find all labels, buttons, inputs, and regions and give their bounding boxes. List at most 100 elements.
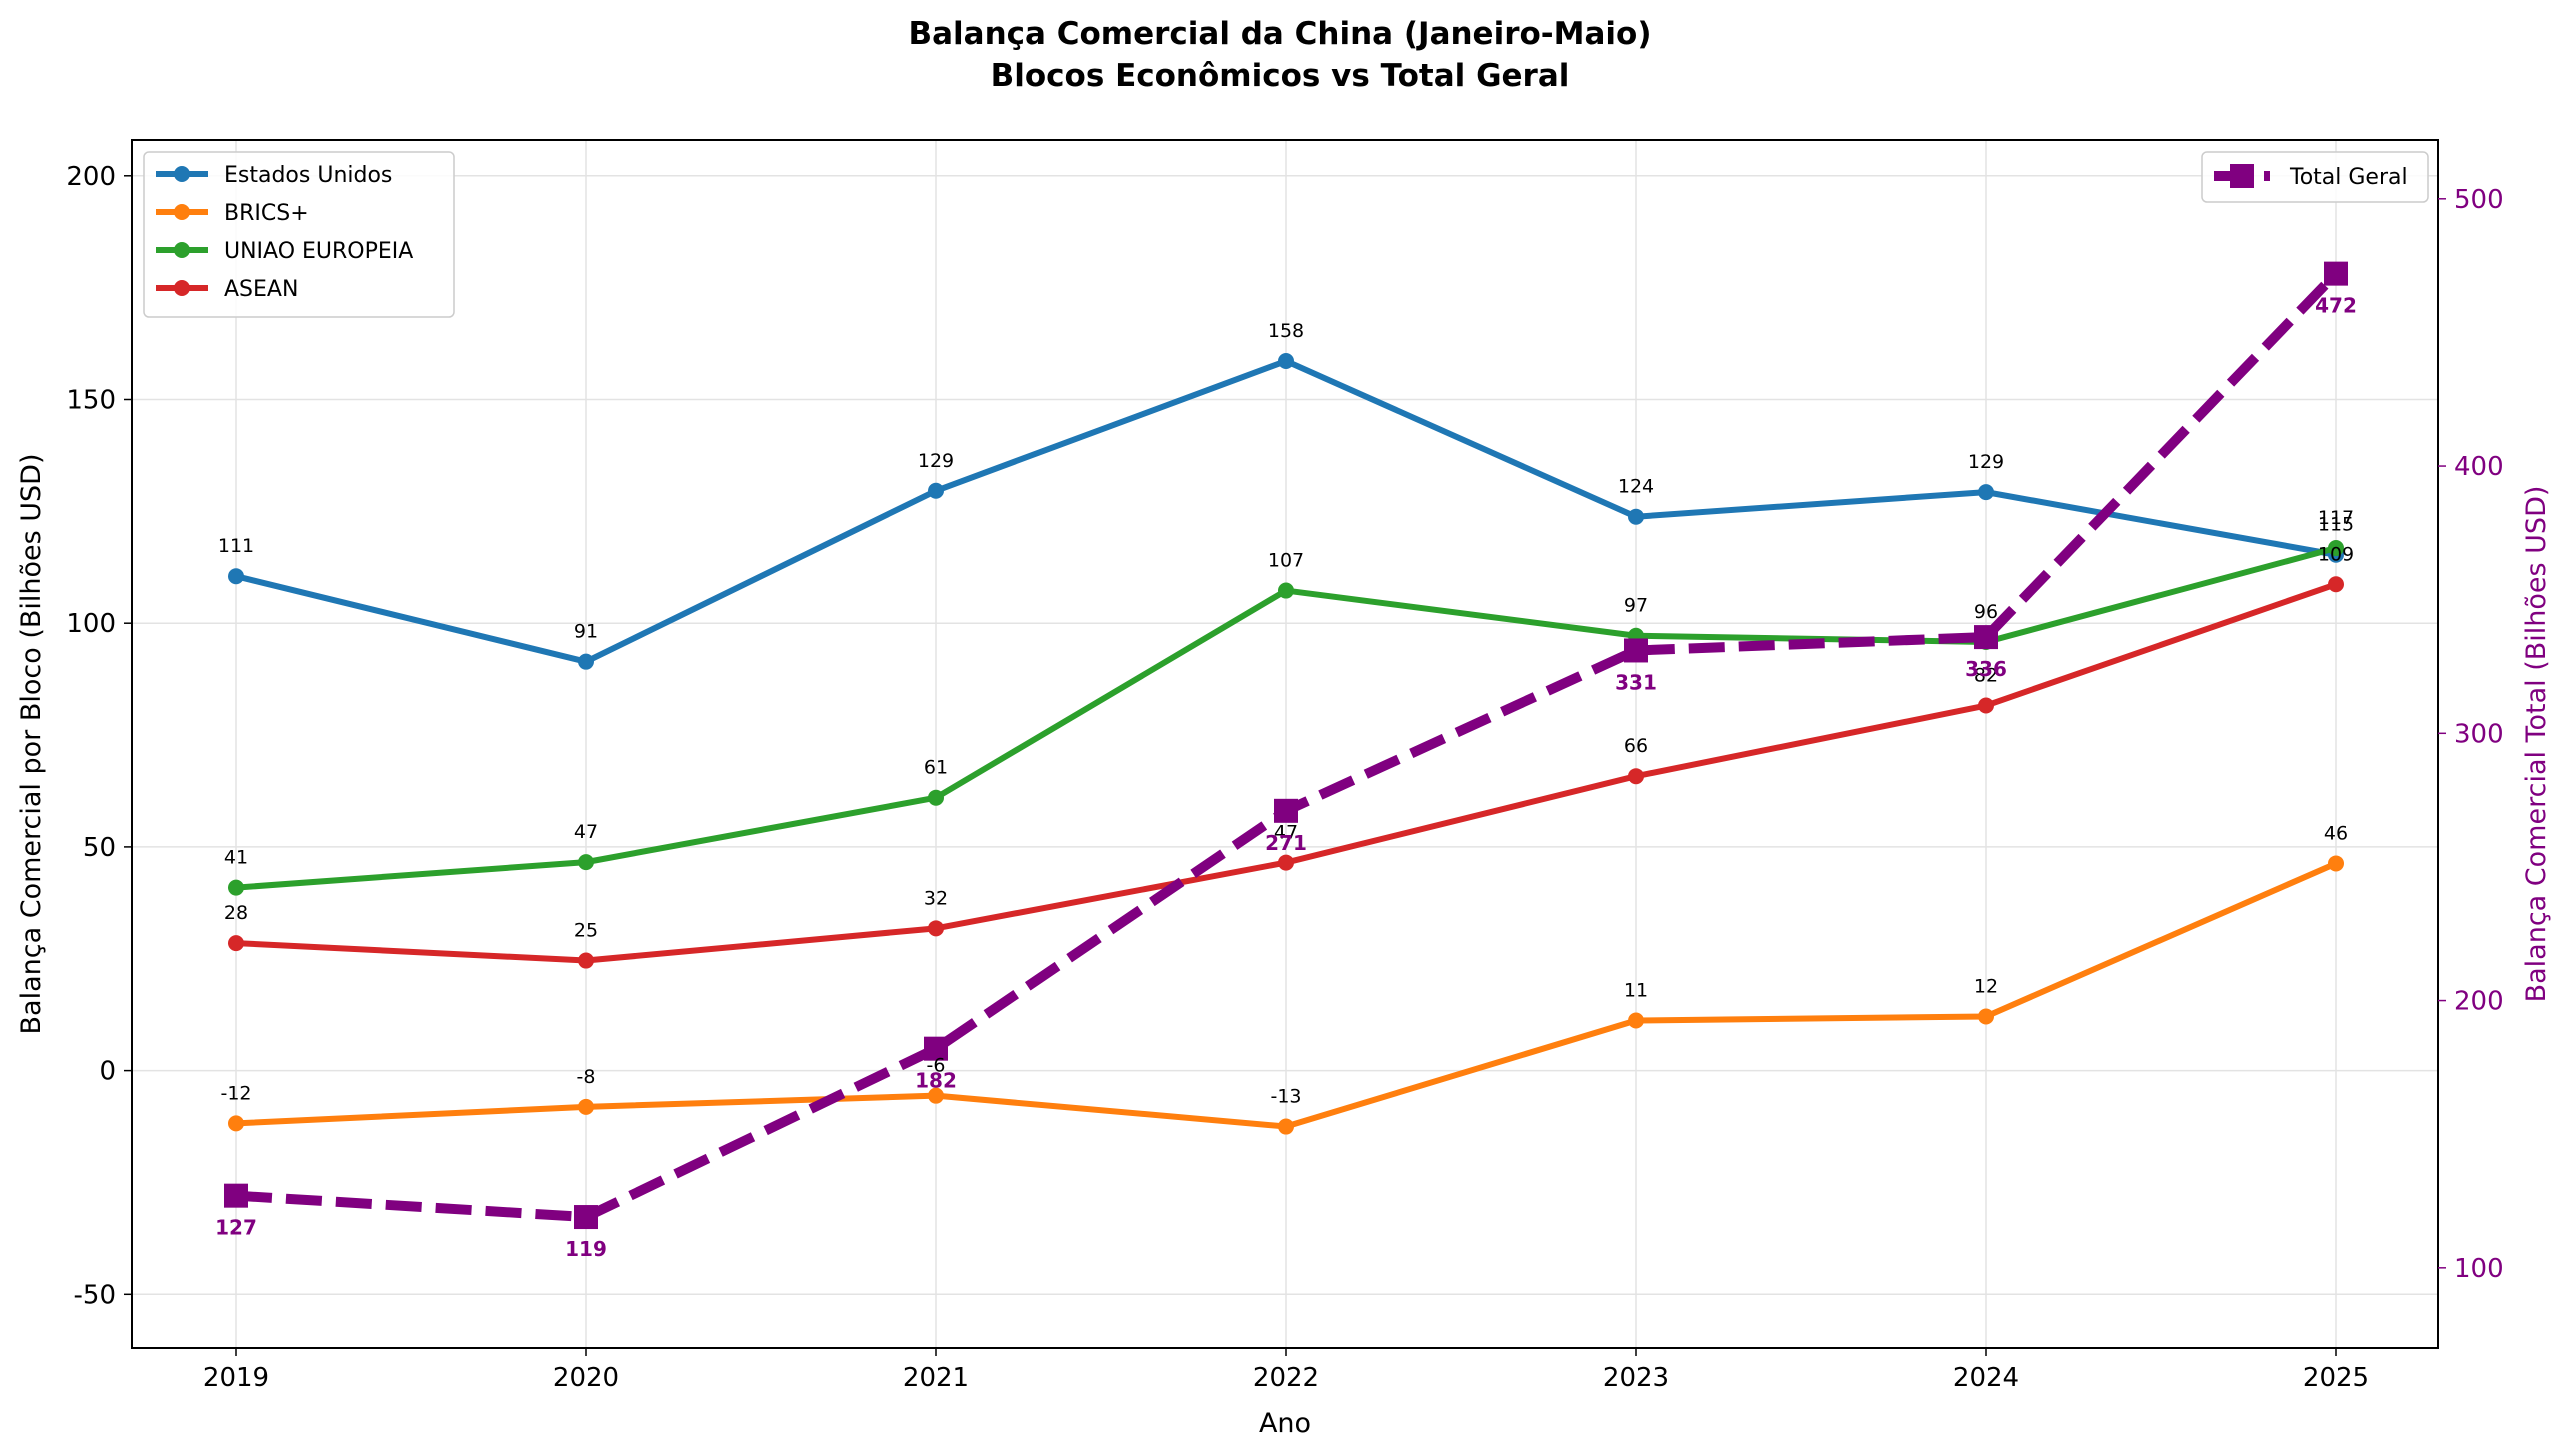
data-label-brics-: -6 <box>927 1055 946 1077</box>
data-label-brics-: -8 <box>577 1066 596 1088</box>
series-point-asean <box>1628 768 1644 785</box>
data-label-brics-: -12 <box>220 1082 251 1104</box>
y-right-tick-label: 300 <box>2454 719 2504 749</box>
plot-frame <box>131 139 2439 1349</box>
x-axis-label: Ano <box>1259 1408 1311 1439</box>
series-point-asean <box>928 920 944 937</box>
data-label-total-geral: 182 <box>915 1069 957 1093</box>
series-point-total-geral <box>2324 261 2348 286</box>
y-right-tick-label: 500 <box>2454 185 2504 215</box>
chart-title: Balança Comercial da China (Janeiro-Maio… <box>908 16 1651 52</box>
series-point-estados-unidos <box>1628 508 1644 525</box>
series-point-uniao-europeia <box>578 854 594 871</box>
x-tick-label: 2025 <box>2303 1363 2369 1393</box>
data-label-asean: 109 <box>2318 543 2354 565</box>
y-right-tick-label: 200 <box>2454 987 2504 1017</box>
data-label-total-geral: 119 <box>565 1237 607 1261</box>
data-label-total-geral: 127 <box>215 1216 257 1240</box>
data-label-estados-unidos: 129 <box>918 450 954 472</box>
data-label-estados-unidos: 91 <box>574 621 598 643</box>
x-tick-label: 2020 <box>553 1363 619 1393</box>
y-tick-label: 50 <box>83 833 116 863</box>
series-point-total-geral <box>224 1183 248 1208</box>
y-tick-label: 200 <box>66 162 116 192</box>
legend-entry-label: Estados Unidos <box>224 163 392 188</box>
data-label-uniao-europeia: 117 <box>2318 507 2354 529</box>
legend-marker <box>174 204 190 220</box>
series-point-estados-unidos <box>228 568 244 585</box>
y-right-tick-label: 400 <box>2454 452 2504 482</box>
series-point-uniao-europeia <box>228 879 244 896</box>
legend-marker <box>2230 164 2254 188</box>
series-point-asean <box>578 952 594 969</box>
y-axis-right-label: Balança Comercial Total (Bilhões USD) <box>2521 486 2552 1003</box>
series-point-total-geral <box>574 1205 598 1230</box>
series-point-brics- <box>1278 1118 1294 1135</box>
series-point-brics- <box>1978 1008 1994 1025</box>
series-point-estados-unidos <box>928 482 944 499</box>
legend-entry-label: Total Geral <box>2289 165 2408 190</box>
y-tick-label: 100 <box>66 609 116 639</box>
chart-subtitle: Blocos Econômicos vs Total Geral <box>991 58 1570 94</box>
data-label-uniao-europeia: 41 <box>224 847 248 869</box>
series-point-brics- <box>928 1087 944 1104</box>
series-point-brics- <box>228 1115 244 1132</box>
legend-entry-label: UNIAO EUROPEIA <box>224 239 413 264</box>
data-label-estados-unidos: 124 <box>1618 476 1654 498</box>
data-label-total-geral: 271 <box>1265 831 1307 855</box>
legend-frame <box>2201 151 2429 203</box>
legend-entry-label: ASEAN <box>224 277 298 302</box>
series-point-brics- <box>1628 1012 1644 1029</box>
series-point-total-geral <box>1274 798 1298 823</box>
legend-marker <box>174 280 190 296</box>
series-layer <box>224 261 2348 1230</box>
data-label-asean: 47 <box>1274 822 1298 844</box>
y-axis-label: Balança Comercial por Bloco (Bilhões USD… <box>16 454 47 1035</box>
data-label-asean: 32 <box>924 887 948 909</box>
legend-blocks: Estados Unidos BRICS+ UNIAO EUROPEIA ASEAN <box>143 151 455 318</box>
data-label-uniao-europeia: 97 <box>1624 595 1648 617</box>
x-tick-label: 2023 <box>1603 1363 1669 1393</box>
axis-ticks: 2019 2020 2021 2022 2023 2024 2025 -50 0 50 100 150… <box>66 162 2503 1393</box>
series-point-uniao-europeia <box>1278 582 1294 599</box>
series-point-asean <box>1978 697 1994 714</box>
data-label-uniao-europeia: 96 <box>1974 601 1998 623</box>
legend-frame <box>143 151 455 318</box>
x-tick-label: 2022 <box>1253 1363 1319 1393</box>
x-tick-label: 2024 <box>1953 1363 2019 1393</box>
data-label-total-geral: 472 <box>2315 294 2357 318</box>
legend-marker <box>174 242 190 258</box>
data-label-estados-unidos: 158 <box>1268 320 1304 342</box>
series-point-total-geral <box>1624 638 1648 663</box>
data-label-brics-: 12 <box>1974 975 1998 997</box>
series-point-brics- <box>2328 855 2344 872</box>
y-tick-label: 0 <box>99 1057 116 1087</box>
data-label-total-geral: 331 <box>1615 670 1657 694</box>
series-point-brics- <box>578 1098 594 1115</box>
data-label-total-geral: 336 <box>1965 657 2007 681</box>
data-label-asean: 28 <box>224 902 248 924</box>
data-label-estados-unidos: 111 <box>218 535 254 557</box>
series-point-total-geral <box>924 1036 948 1061</box>
legend-entry-label: BRICS+ <box>224 201 309 226</box>
data-label-estados-unidos: 115 <box>2318 514 2354 536</box>
data-label-brics-: 11 <box>1624 979 1648 1001</box>
data-label-asean: 82 <box>1974 665 1998 687</box>
data-label-estados-unidos: 129 <box>1968 451 2004 473</box>
data-label-uniao-europeia: 47 <box>574 821 598 843</box>
series-point-uniao-europeia <box>928 789 944 806</box>
y-tick-label: 150 <box>66 385 116 415</box>
series-point-estados-unidos <box>578 653 594 670</box>
series-point-asean <box>1278 854 1294 871</box>
data-label-asean: 25 <box>574 920 598 942</box>
y-tick-label: -50 <box>74 1280 116 1310</box>
data-label-uniao-europeia: 107 <box>1268 550 1304 572</box>
x-tick-label: 2019 <box>203 1363 269 1393</box>
legend-total: Total Geral <box>2201 151 2429 203</box>
data-labels: 111 91 129 158 124 129 115 -12 -8 -6 -13 11 12 46 41 47… <box>215 294 2357 1261</box>
series-point-estados-unidos <box>1978 484 1994 501</box>
data-label-uniao-europeia: 61 <box>924 757 948 779</box>
series-point-uniao-europeia <box>2328 540 2344 557</box>
series-point-asean <box>228 935 244 952</box>
